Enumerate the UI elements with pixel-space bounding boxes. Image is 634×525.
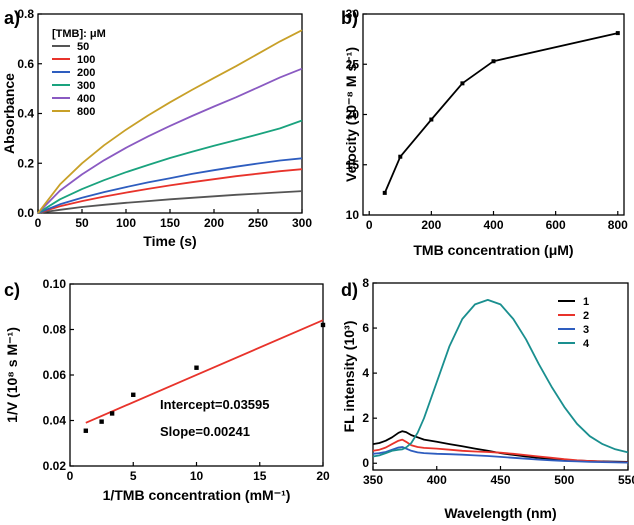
x-tick-label: 50 xyxy=(75,216,89,230)
legend-entry: 50 xyxy=(77,41,89,53)
legend-entry: 800 xyxy=(77,106,95,118)
panel-b: 0 200 400 600 800 10 15 20 25 30b) TMB concentrati… xyxy=(341,7,628,258)
x-tick-label: 400 xyxy=(427,473,447,487)
legend-entry: 3 xyxy=(583,324,589,336)
legend-title: [TMB]: μM xyxy=(52,28,106,40)
data-point xyxy=(109,411,115,416)
data-point xyxy=(194,365,199,370)
y-tick-label: 4 xyxy=(362,366,369,380)
x-tick-label: 550 xyxy=(618,473,634,487)
y-axis-label: 1/V (10⁸ s M⁻¹) xyxy=(4,327,20,423)
y-axis-label: FL intensity (10³) xyxy=(341,321,357,433)
data-point xyxy=(429,117,434,122)
data-point xyxy=(382,190,387,195)
panel-d: 350 400 450 500 550 0 2 4 6 8 d) Wavelength (nm) FL … xyxy=(341,276,634,521)
x-tick-label: 0 xyxy=(67,469,74,483)
legend-entry: 2 xyxy=(583,310,589,322)
x-axis-label: Time (s) xyxy=(143,233,196,249)
series-line-3 xyxy=(372,446,629,464)
x-axis-label: TMB concentration (μM) xyxy=(413,242,573,258)
data-point xyxy=(83,428,89,433)
y-tick-label: 8 xyxy=(362,276,369,290)
x-tick-label: 0 xyxy=(35,216,42,230)
fit-line xyxy=(85,319,324,424)
legend-entry: 4 xyxy=(583,338,590,350)
y-tick-label: 0.10 xyxy=(43,277,67,291)
y-tick-label: 15 xyxy=(346,158,360,172)
x-tick-label: 10 xyxy=(190,469,204,483)
plot-frame xyxy=(362,13,625,216)
intercept-annotation: Intercept=0.03595 xyxy=(160,397,269,412)
panel-a: 0 50 100 150 200 250 3000.00.20.40.60.8a)Time … xyxy=(1,7,312,249)
y-tick-label: 0.2 xyxy=(17,156,34,170)
x-tick-label: 800 xyxy=(608,218,628,232)
x-tick-label: 400 xyxy=(483,218,503,232)
data-point xyxy=(460,81,465,86)
panel-c: 0 5 10 15 20 0.02 0.04 0.06 0.08 0.10 c) 1/TMB conc… xyxy=(4,277,330,503)
series-line-800 xyxy=(37,29,303,214)
series-line-50 xyxy=(37,190,303,214)
y-tick-label: 25 xyxy=(346,57,360,71)
x-tick-label: 15 xyxy=(253,469,267,483)
y-tick-label: 10 xyxy=(346,208,360,222)
data-point xyxy=(131,392,136,397)
x-tick-label: 0 xyxy=(366,218,373,232)
y-tick-label: 0.04 xyxy=(43,414,67,428)
y-tick-label: 0.4 xyxy=(17,107,34,121)
x-tick-label: 300 xyxy=(292,216,312,230)
y-tick-label: 0.8 xyxy=(17,7,34,21)
x-tick-label: 100 xyxy=(116,216,136,230)
y-tick-label: 0.06 xyxy=(43,368,67,382)
series-line-velocity xyxy=(383,32,618,194)
y-axis-label: Velocity (10⁻⁸ M s⁻¹) xyxy=(343,47,359,182)
data-point xyxy=(398,154,403,159)
x-axis-label: Wavelength (nm) xyxy=(444,505,556,521)
x-tick-label: 200 xyxy=(204,216,224,230)
y-tick-label: 0.02 xyxy=(43,459,67,473)
x-tick-label: 250 xyxy=(248,216,268,230)
y-tick-label: 0 xyxy=(362,456,369,470)
x-tick-label: 350 xyxy=(363,473,383,487)
panel-label: b) xyxy=(341,8,358,28)
series-line-4 xyxy=(372,298,629,458)
panel-label: c) xyxy=(4,280,20,300)
x-tick-label: 600 xyxy=(546,218,566,232)
series-line-300 xyxy=(37,119,303,214)
data-point xyxy=(320,322,326,328)
series-line-200 xyxy=(37,157,303,214)
y-tick-label: 0.6 xyxy=(17,57,34,71)
legend-entry: 400 xyxy=(77,93,95,105)
legend: 1 2 3 4 xyxy=(558,296,590,350)
x-tick-label: 200 xyxy=(421,218,441,232)
slope-annotation: Slope=0.00241 xyxy=(160,424,250,439)
x-tick-label: 20 xyxy=(316,469,330,483)
y-tick-label: 30 xyxy=(346,7,360,21)
series-line-100 xyxy=(37,168,303,214)
y-tick-label: 6 xyxy=(362,321,369,335)
y-tick-label: 0.0 xyxy=(17,206,34,220)
panel-label: d) xyxy=(341,280,358,300)
data-point xyxy=(491,59,496,64)
series-line-400 xyxy=(37,67,303,214)
x-tick-label: 150 xyxy=(160,216,180,230)
x-tick-label: 500 xyxy=(554,473,574,487)
y-tick-label: 2 xyxy=(362,411,369,425)
legend-entry: 100 xyxy=(77,54,95,66)
x-tick-label: 5 xyxy=(130,469,137,483)
data-point xyxy=(99,419,104,424)
x-tick-label: 450 xyxy=(490,473,510,487)
series-line-2 xyxy=(372,438,629,464)
y-tick-label: 20 xyxy=(346,108,360,122)
panel-label: a) xyxy=(4,8,20,28)
y-tick-label: 0.08 xyxy=(43,323,67,337)
legend-entry: 1 xyxy=(583,296,589,308)
legend-entry: 300 xyxy=(77,80,95,92)
legend-entry: 200 xyxy=(77,67,95,79)
y-axis-label: Absorbance xyxy=(1,73,17,154)
x-axis-label: 1/TMB concentration (mM⁻¹) xyxy=(103,487,291,503)
data-point xyxy=(615,31,620,36)
